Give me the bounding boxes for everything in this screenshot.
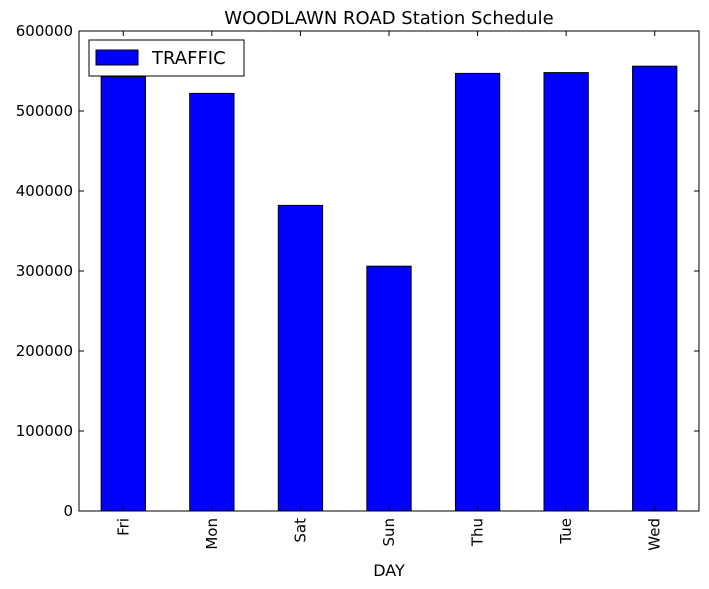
legend: TRAFFIC	[88, 39, 245, 77]
bar-wed	[632, 65, 678, 512]
y-tick-label-500000: 500000	[16, 102, 73, 120]
legend-label-traffic: TRAFFIC	[151, 48, 226, 69]
x-axis-title: DAY	[373, 561, 405, 580]
bars-group	[100, 65, 678, 512]
y-tick-label-200000: 200000	[16, 342, 73, 360]
x-tick-label-wed: Wed	[646, 518, 664, 551]
x-tick-label-mon: Mon	[203, 518, 221, 550]
bar-sat	[277, 204, 324, 512]
x-tick-label-sun: Sun	[380, 518, 398, 547]
y-tick-label-0: 0	[63, 502, 73, 520]
bar-mon	[189, 92, 235, 512]
x-tick-label-thu: Thu	[469, 518, 487, 547]
y-tick-label-400000: 400000	[16, 182, 73, 200]
bar-tue	[543, 72, 589, 512]
y-tick-label-300000: 300000	[16, 262, 73, 280]
y-tick-label-600000: 600000	[16, 22, 73, 40]
x-tick-label-fri: Fri	[114, 518, 132, 536]
bar-fri	[100, 76, 146, 512]
y-axis: 0 100000 200000 300000 400000 500000 600000	[16, 22, 699, 520]
x-tick-label-tue: Tue	[557, 518, 575, 545]
bar-sun	[366, 265, 412, 512]
x-axis: Fri Mon Sat Sun Thu Tue Wed	[114, 31, 664, 551]
y-tick-label-100000: 100000	[16, 422, 73, 440]
x-tick-label-sat: Sat	[291, 518, 309, 543]
bar-thu	[454, 72, 501, 512]
legend-swatch	[95, 49, 139, 66]
chart-title: WOODLAWN ROAD Station Schedule	[224, 8, 553, 29]
